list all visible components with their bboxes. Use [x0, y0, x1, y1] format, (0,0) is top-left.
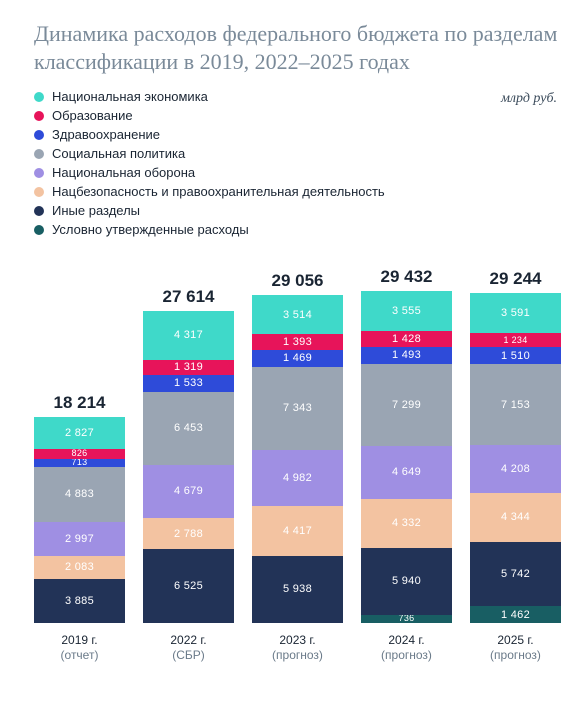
- legend-swatch: [34, 149, 44, 159]
- bar-segment: 1 533: [143, 375, 234, 392]
- legend-item: Национальная оборона: [34, 165, 385, 180]
- bar-segment: 5 938: [252, 556, 343, 623]
- legend-item: Здравоохранение: [34, 127, 385, 142]
- bar-segment: 736: [361, 615, 452, 623]
- x-axis-note: (прогноз): [252, 648, 343, 663]
- x-axis-label: 2023 г.(прогноз): [252, 633, 343, 663]
- legend-label: Социальная политика: [52, 146, 185, 161]
- x-axis-year: 2023 г.: [252, 633, 343, 648]
- bar-segment: 2 997: [34, 522, 125, 556]
- bar-segment: 4 317: [143, 311, 234, 360]
- bar-column: 27 614 4 3171 3191 5336 4534 6792 7886 52…: [143, 287, 234, 623]
- x-axis-label: 2025 г.(прогноз): [470, 633, 561, 663]
- legend-item: Условно утвержденные расходы: [34, 222, 385, 237]
- page-title: Динамика расходов федерального бюджета п…: [34, 20, 561, 75]
- unit-label: млрд руб.: [501, 91, 561, 107]
- bar-total-label: 29 432: [361, 267, 452, 287]
- bar-segment: 4 417: [252, 506, 343, 556]
- legend-swatch: [34, 225, 44, 235]
- bar-stack: 3 5551 4281 4937 2994 6494 3325 940736: [361, 291, 452, 624]
- legend-item: Нацбезопасность и правоохранительная дея…: [34, 184, 385, 199]
- bar-segment: 6 525: [143, 549, 234, 623]
- x-axis-label: 2019 г.(отчет): [34, 633, 125, 663]
- legend-item: Иные разделы: [34, 203, 385, 218]
- bar-segment: 1 428: [361, 331, 452, 347]
- bar-segment: 1 393: [252, 334, 343, 350]
- stacked-bar-chart: 18 2142 8278267134 8832 9972 0833 88527 …: [34, 263, 561, 663]
- bar-stack: 4 3171 3191 5336 4534 6792 7886 525: [143, 311, 234, 623]
- bar-segment: 1 493: [361, 347, 452, 364]
- bar-segment: 5 742: [470, 542, 561, 607]
- x-axis-note: (СБР): [143, 648, 234, 663]
- legend: Национальная экономика Образование Здравоо…: [34, 89, 385, 237]
- bar-segment: 4 332: [361, 499, 452, 548]
- bar-segment: 4 208: [470, 445, 561, 493]
- bar-segment: 1 462: [470, 606, 561, 623]
- bar-total-label: 29 244: [470, 269, 561, 289]
- legend-label: Здравоохранение: [52, 127, 160, 142]
- x-axis: 2019 г.(отчет)2022 г.(СБР)2023 г.(прогно…: [34, 633, 561, 663]
- bar-segment: 1 469: [252, 350, 343, 367]
- legend-label: Иные разделы: [52, 203, 140, 218]
- bar-segment: 826: [34, 449, 125, 458]
- legend-label: Национальная экономика: [52, 89, 208, 104]
- x-axis-note: (прогноз): [470, 648, 561, 663]
- legend-swatch: [34, 168, 44, 178]
- legend-swatch: [34, 92, 44, 102]
- bar-segment: 6 453: [143, 392, 234, 465]
- bar-segment: 7 343: [252, 367, 343, 450]
- legend-swatch: [34, 206, 44, 216]
- legend-label: Национальная оборона: [52, 165, 195, 180]
- legend-item: Национальная экономика: [34, 89, 385, 104]
- bar-total-label: 27 614: [143, 287, 234, 307]
- legend-swatch: [34, 187, 44, 197]
- bar-stack: 3 5141 3931 4697 3434 9824 4175 938: [252, 295, 343, 623]
- bar-segment: 3 591: [470, 293, 561, 334]
- bar-segment: 1 234: [470, 333, 561, 347]
- bar-segment: 4 982: [252, 450, 343, 506]
- bar-segment: 3 885: [34, 579, 125, 623]
- bar-segment: 5 940: [361, 548, 452, 615]
- x-axis-year: 2025 г.: [470, 633, 561, 648]
- bar-container: 18 2142 8278267134 8832 9972 0833 88527 …: [34, 263, 561, 623]
- bar-stack: 2 8278267134 8832 9972 0833 885: [34, 417, 125, 623]
- legend-swatch: [34, 130, 44, 140]
- legend-label: Нацбезопасность и правоохранительная дея…: [52, 184, 385, 199]
- bar-segment: 2 788: [143, 518, 234, 550]
- bar-segment: 3 514: [252, 295, 343, 335]
- x-axis-year: 2022 г.: [143, 633, 234, 648]
- bar-total-label: 18 214: [34, 393, 125, 413]
- x-axis-note: (прогноз): [361, 648, 452, 663]
- legend-swatch: [34, 111, 44, 121]
- legend-label: Условно утвержденные расходы: [52, 222, 249, 237]
- bar-segment: 2 083: [34, 556, 125, 580]
- bar-column: 29 432 3 5551 4281 4937 2994 6494 3325 94…: [361, 267, 452, 624]
- x-axis-label: 2024 г.(прогноз): [361, 633, 452, 663]
- legend-label: Образование: [52, 108, 133, 123]
- bar-segment: 1 319: [143, 360, 234, 375]
- bar-segment: 4 344: [470, 493, 561, 542]
- bar-column: 29 056 3 5141 3931 4697 3434 9824 4175 93…: [252, 271, 343, 623]
- bar-segment: 713: [34, 459, 125, 467]
- legend-item: Образование: [34, 108, 385, 123]
- legend-row: Национальная экономика Образование Здравоо…: [34, 89, 561, 237]
- legend-item: Социальная политика: [34, 146, 385, 161]
- bar-column: 29 244 3 5911 2341 5107 1534 2084 3445 74…: [470, 269, 561, 623]
- bar-segment: 1 510: [470, 347, 561, 364]
- page: Динамика расходов федерального бюджета п…: [0, 0, 587, 704]
- bar-segment: 2 827: [34, 417, 125, 449]
- x-axis-year: 2019 г.: [34, 633, 125, 648]
- bar-segment: 4 649: [361, 446, 452, 499]
- bar-column: 18 214 2 8278267134 8832 9972 0833 885: [34, 393, 125, 623]
- x-axis-year: 2024 г.: [361, 633, 452, 648]
- bar-segment: 3 555: [361, 291, 452, 331]
- x-axis-label: 2022 г.(СБР): [143, 633, 234, 663]
- bar-total-label: 29 056: [252, 271, 343, 291]
- bar-segment: 7 299: [361, 364, 452, 446]
- bar-segment: 7 153: [470, 364, 561, 445]
- bar-stack: 3 5911 2341 5107 1534 2084 3445 7421 462: [470, 293, 561, 623]
- bar-segment: 4 883: [34, 467, 125, 522]
- x-axis-note: (отчет): [34, 648, 125, 663]
- bar-segment: 4 679: [143, 465, 234, 518]
